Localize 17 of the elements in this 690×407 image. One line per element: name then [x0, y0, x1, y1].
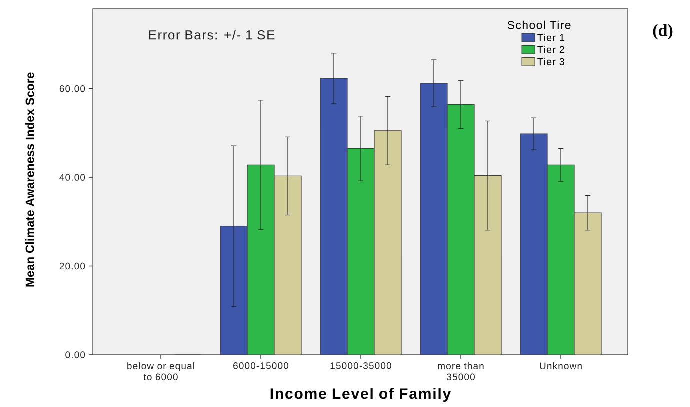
x-tick-label: more than 35000: [438, 362, 484, 381]
x-tick-label: below or equal to 6000: [128, 362, 194, 381]
y-tick-label: 60.00: [60, 85, 86, 92]
legend-title: School Tire: [508, 20, 571, 30]
legend-label: Tier 3: [538, 58, 565, 66]
y-tick-label: 0.00: [66, 352, 86, 358]
y-tick-label: 20.00: [60, 262, 86, 270]
text: (d): [653, 24, 673, 40]
x-axis-title: Income Level of Family: [270, 388, 452, 402]
y-axis-title: Mean Climate Awareness Index Score: [25, 72, 34, 287]
x-tick-label: 15000-35000: [330, 362, 392, 370]
legend-label: Tier 2: [538, 46, 564, 54]
x-tick-label: Unknown: [540, 362, 582, 370]
y-tick-label: 40.00: [60, 174, 86, 181]
x-tick-label: 6000-15000: [234, 362, 289, 370]
legend-label: Tier 1: [538, 34, 564, 42]
annotation: Error Bars: +/- 1 SE: [149, 30, 275, 40]
